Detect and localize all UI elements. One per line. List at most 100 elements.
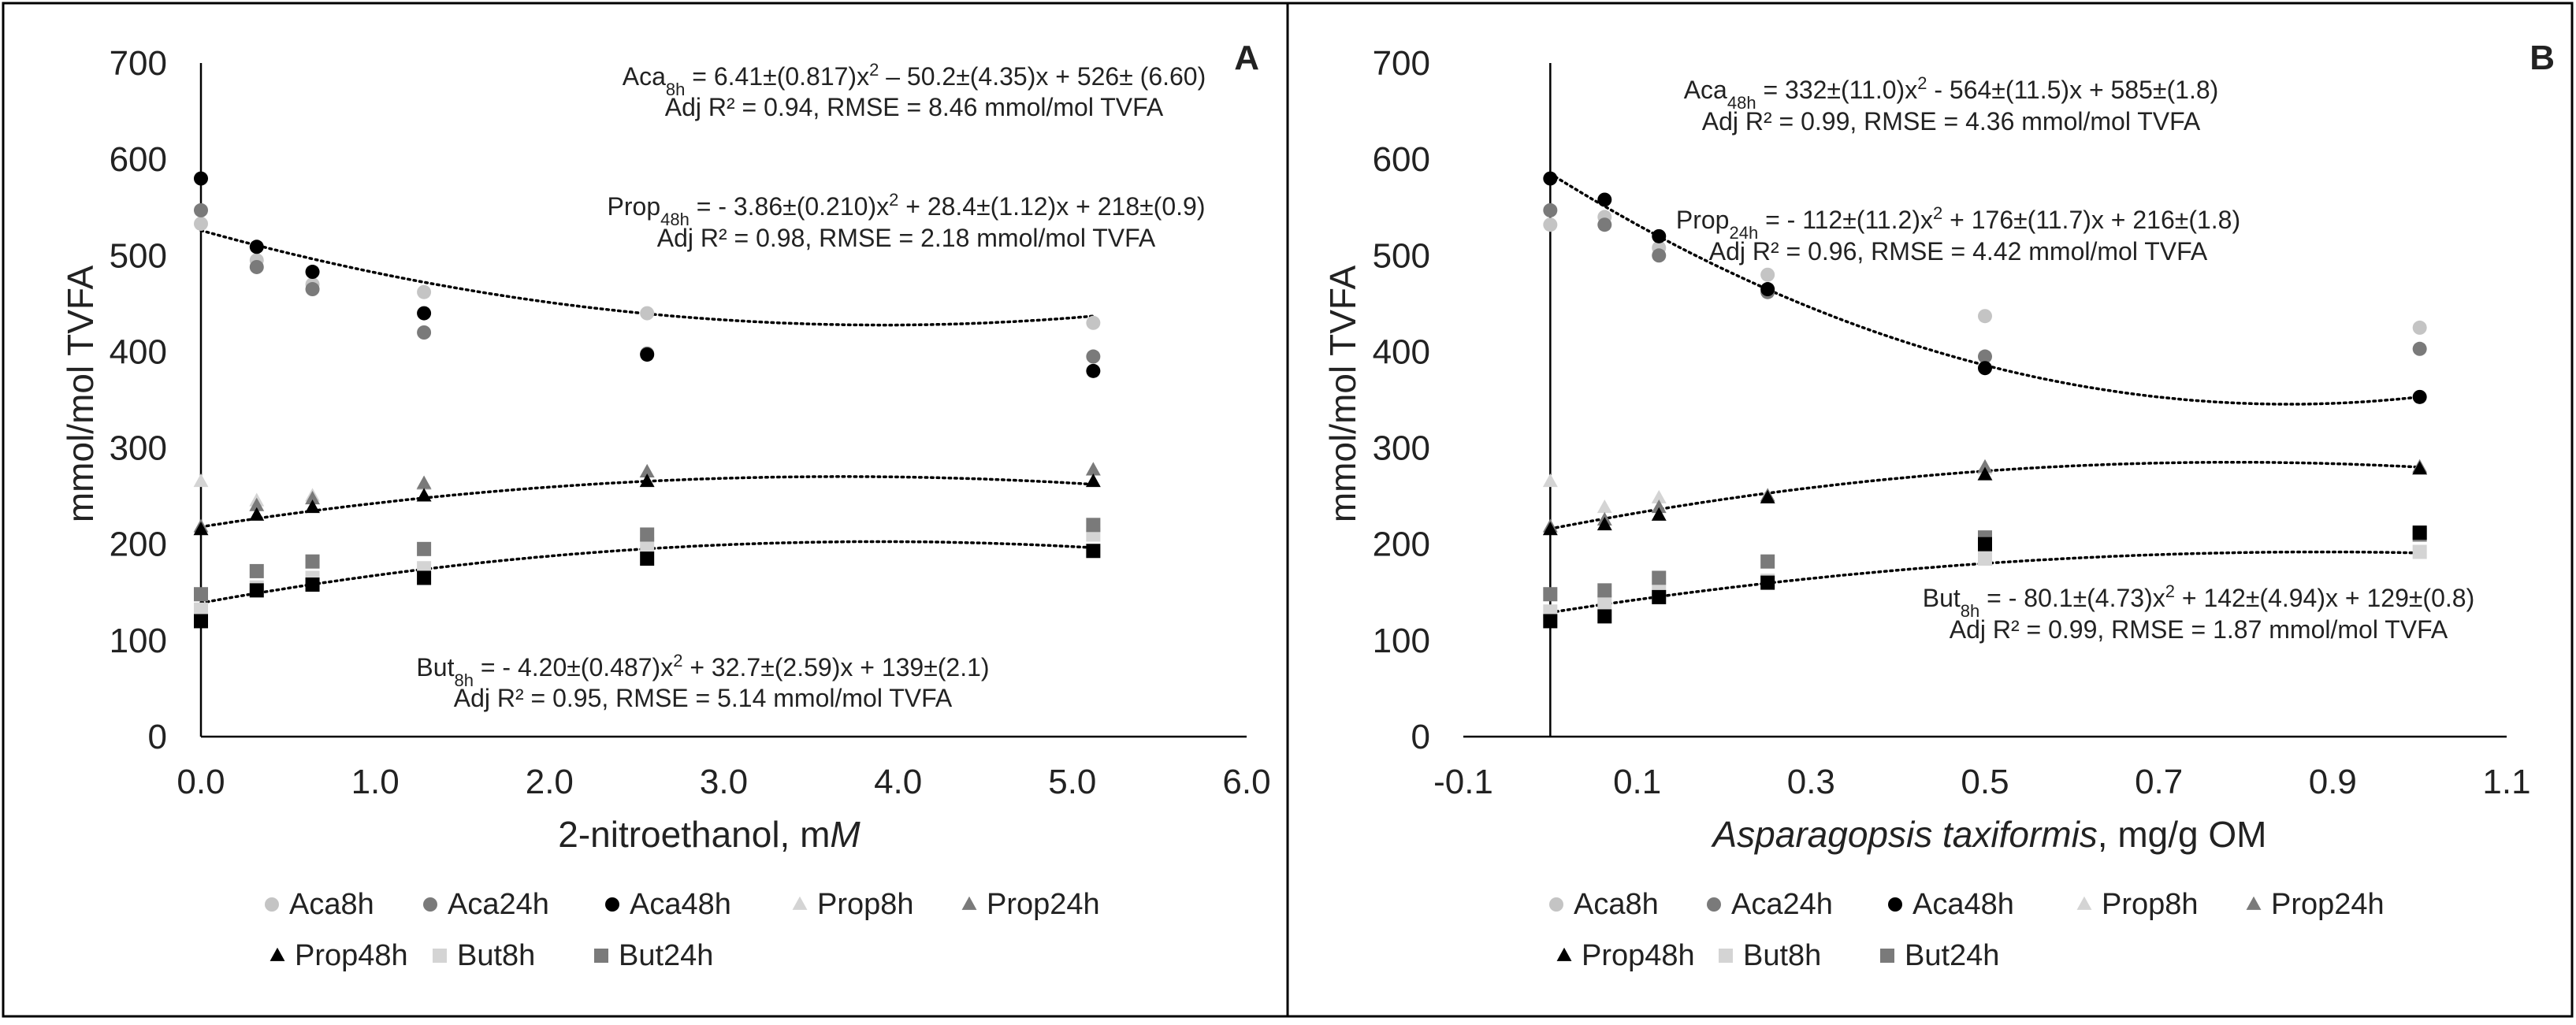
series-but48h [1543, 525, 2427, 629]
data-point [640, 347, 655, 362]
equation-line: Aca8h = 6.41±(0.817)x2 – 50.2±(4.35)x + … [623, 60, 1206, 99]
data-point [194, 602, 208, 617]
legend-item: Aca48h [1888, 888, 2014, 921]
data-point [417, 570, 432, 585]
legend-marker [269, 947, 285, 961]
data-point [305, 265, 320, 280]
equation-fit-stats: Adj R² = 0.94, RMSE = 8.46 mmol/mol TVFA [665, 93, 1164, 121]
data-point [1543, 217, 1558, 232]
equation-line-part: = - 112±(11.2)x [1758, 206, 1933, 234]
x-tick-label: 0.0 [177, 763, 225, 801]
series-aca48h [194, 171, 1101, 378]
x-tick-label: 0.9 [2309, 763, 2357, 801]
data-point [417, 325, 432, 340]
panel-letter: B [2530, 39, 2555, 77]
y-tick-label: 200 [1373, 525, 1430, 564]
data-point [1597, 609, 1612, 624]
x-tick-label: 3.0 [700, 763, 748, 801]
legend-marker [1888, 897, 1902, 912]
data-point [305, 282, 320, 297]
legend-label: But8h [457, 939, 535, 972]
data-point [249, 507, 265, 521]
data-point [1651, 507, 1667, 521]
legend-item: Prop24h [2246, 888, 2385, 921]
data-point [2412, 389, 2427, 404]
legend-label: Aca8h [289, 888, 374, 921]
y-tick-label: 100 [110, 622, 167, 660]
equation-fit-stats: Adj R² = 0.99, RMSE = 4.36 mmol/mol TVFA [1702, 107, 2201, 136]
data-point [305, 500, 320, 514]
equation-line: Prop24h = - 112±(11.2)x2 + 176±(11.7)x +… [1676, 203, 2240, 243]
legend-item: Aca8h [265, 888, 374, 921]
data-point [193, 474, 209, 488]
series-but24h [194, 518, 1101, 602]
series-prop48h [1542, 461, 2428, 536]
legend-marker [2246, 896, 2262, 910]
data-point [639, 474, 655, 488]
data-point [640, 527, 655, 542]
equation-fit-stats: Adj R² = 0.95, RMSE = 5.14 mmol/mol TVFA [454, 684, 953, 712]
equation-line: But8h = - 80.1±(4.73)x2 + 142±(4.94)x + … [1923, 581, 2474, 621]
data-point [640, 551, 655, 566]
equation-fit-stats: Adj R² = 0.99, RMSE = 1.87 mmol/mol TVFA [1950, 615, 2448, 644]
data-point [1651, 500, 1667, 514]
data-point [1597, 595, 1612, 609]
legend-item: But24h [594, 939, 713, 972]
y-tick-label: 500 [110, 236, 167, 275]
equation-line-part: Aca [1684, 76, 1727, 104]
data-point [1652, 589, 1667, 604]
data-point [417, 284, 432, 299]
x-axis-label-italic: M [830, 814, 861, 855]
data-point [639, 463, 655, 477]
legend: Aca8h Aca24h Aca48h Prop8h Prop24h Prop48h But… [1549, 888, 2385, 972]
x-tick-label: 0.1 [1613, 763, 1661, 801]
series-aca48h [1543, 171, 2427, 404]
legend-label: But8h [1743, 939, 1821, 972]
data-point [417, 541, 432, 556]
y-tick-label: 700 [1373, 44, 1430, 83]
y-tick-label: 500 [1373, 236, 1430, 275]
equation-line-part: But [1923, 584, 1961, 612]
data-point [249, 583, 264, 598]
equation-line-part: = - 3.86±(0.210)x [690, 192, 889, 221]
legend-marker [594, 949, 608, 963]
data-point [1086, 349, 1101, 364]
data-point [1543, 587, 1558, 602]
x-axis-label: 2-nitroethanol, mM [558, 814, 861, 855]
x-axis-label-main: 2-nitroethanol, m [558, 814, 830, 855]
data-point [1978, 551, 1992, 566]
legend-item: But8h [433, 939, 535, 972]
legend-label: Prop24h [987, 888, 1100, 921]
data-point [1597, 217, 1612, 232]
y-tick-label: 600 [1373, 140, 1430, 179]
equation-line-part: + 28.4±(1.12)x + 218±(0.9) [898, 192, 1205, 221]
data-point [1652, 228, 1667, 243]
legend-marker [1719, 949, 1733, 963]
legend-marker [605, 897, 619, 912]
data-point [1978, 309, 1992, 324]
legend-item: Prop24h [961, 888, 1100, 921]
data-point [2412, 320, 2427, 335]
equation-fit-stats: Adj R² = 0.96, RMSE = 4.42 mmol/mol TVFA [1709, 237, 2208, 266]
y-tick-label: 400 [1373, 332, 1430, 371]
legend-label: Aca24h [448, 888, 549, 921]
series-but48h [194, 544, 1101, 629]
equation-line-part: 2 [869, 60, 879, 80]
equation-line-part: 2 [673, 651, 682, 670]
x-tick-label: 4.0 [874, 763, 922, 801]
equation-line-part: 2 [2165, 581, 2175, 601]
equation-line-part: - 564±(11.5)x + 585±(1.8) [1927, 76, 2218, 104]
data-point [1085, 474, 1101, 488]
x-tick-label: 0.7 [2135, 763, 2183, 801]
y-tick-label: 100 [1373, 622, 1430, 660]
data-point [305, 491, 320, 505]
equation-fit-stats: Adj R² = 0.98, RMSE = 2.18 mmol/mol TVFA [657, 224, 1156, 252]
data-point [1652, 248, 1667, 263]
x-tick-label: 5.0 [1048, 763, 1096, 801]
data-point [1978, 537, 1992, 551]
x-tick-label: 0.3 [1787, 763, 1835, 801]
legend-marker [423, 897, 437, 912]
data-point [194, 171, 208, 186]
legend-marker [2076, 896, 2092, 910]
y-tick-label: 400 [110, 332, 167, 371]
